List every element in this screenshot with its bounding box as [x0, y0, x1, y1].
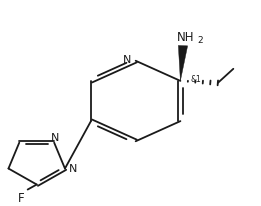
- Text: N: N: [123, 55, 132, 65]
- Polygon shape: [178, 46, 188, 82]
- Text: 2: 2: [197, 36, 203, 45]
- Text: &1: &1: [191, 75, 201, 84]
- Text: N: N: [51, 132, 60, 142]
- Text: F: F: [18, 191, 25, 204]
- Text: NH: NH: [177, 31, 194, 44]
- Text: N: N: [69, 163, 77, 173]
